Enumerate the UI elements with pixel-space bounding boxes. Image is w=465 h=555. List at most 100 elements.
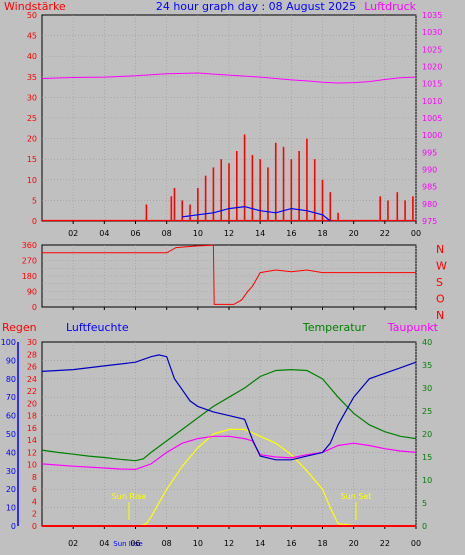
- p1-xtick-label: 00: [411, 229, 421, 238]
- p3-ytick-temp: 35: [422, 361, 432, 370]
- p1-ytick-right: 990: [422, 166, 437, 175]
- dewpoint-line: [41, 435, 417, 471]
- temperature-line: [41, 368, 417, 462]
- p2-ytick-left: 180: [22, 272, 37, 281]
- header-left-label: Windstärke: [4, 0, 66, 13]
- p2-compass-label: O: [436, 293, 445, 306]
- p3-ytick-humidity: 40: [6, 448, 16, 457]
- p1-ytick-right: 1005: [422, 114, 442, 123]
- p3-ytick-rain: 16: [27, 424, 37, 433]
- p1-xtick-label: 10: [193, 229, 203, 238]
- p1-ytick-left: 15: [27, 155, 37, 164]
- p3-ytick-humidity: 30: [6, 467, 16, 476]
- p1-ytick-left: 10: [27, 176, 37, 185]
- p2-ytick-left: 270: [22, 257, 37, 266]
- p1-ytick-right: 995: [422, 148, 437, 157]
- p3-xtick-label: 20: [349, 539, 359, 548]
- p2-ytick-left: 90: [27, 288, 37, 297]
- p3-ytick-rain: 14: [27, 436, 37, 445]
- p1-ytick-left: 40: [27, 52, 37, 61]
- p3-ytick-humidity: 10: [6, 504, 16, 513]
- p3-xtick-label: 06: [130, 539, 140, 548]
- p3-ytick-rain: 6: [32, 485, 37, 494]
- p1-ytick-right: 1010: [422, 97, 442, 106]
- humidity-line: [41, 354, 417, 461]
- p3-ytick-humidity: 20: [6, 485, 16, 494]
- wind-direction-line: [42, 244, 416, 305]
- p1-ytick-right: 980: [422, 200, 437, 209]
- sunset-label: Sun Set: [341, 492, 372, 501]
- solar-line: [42, 428, 416, 527]
- p3-ytick-rain: 24: [27, 375, 37, 384]
- p3-ytick-temp: 10: [422, 476, 432, 485]
- p3-ytick-temp: 25: [422, 407, 432, 416]
- p3-xtick-label: 08: [162, 539, 172, 548]
- p3-xtick-label: 00: [411, 539, 421, 548]
- p1-ytick-right: 1000: [422, 131, 442, 140]
- p3-ytick-rain: 2: [32, 510, 37, 519]
- p3-xtick-label: 10: [193, 539, 203, 548]
- p2-ytick-left: 0: [32, 303, 37, 312]
- p3-xtick-label: 14: [255, 539, 265, 548]
- p1-ytick-left: 50: [27, 11, 37, 20]
- p3-ytick-rain: 10: [27, 461, 37, 470]
- p3-xtick-label: 12: [224, 539, 234, 548]
- p3-ytick-humidity: 50: [6, 430, 16, 439]
- p1-xtick-label: 02: [68, 229, 78, 238]
- p1-ytick-right: 1030: [422, 28, 442, 37]
- humidity-label: Luftfeuchte: [66, 321, 129, 334]
- header-right-label: Luftdruck: [364, 0, 416, 13]
- p3-ytick-rain: 28: [27, 350, 37, 359]
- p1-ytick-right: 1020: [422, 63, 442, 72]
- p3-ytick-humidity: 100: [1, 338, 16, 347]
- p1-xtick-label: 20: [349, 229, 359, 238]
- p1-xtick-label: 14: [255, 229, 265, 238]
- p3-ytick-rain: 12: [27, 448, 37, 457]
- p3-xtick-label: 02: [68, 539, 78, 548]
- p3-ytick-humidity: 0: [11, 522, 16, 531]
- p1-ytick-left: 25: [27, 114, 37, 123]
- p3-ytick-rain: 4: [32, 497, 37, 506]
- p1-xtick-label: 22: [380, 229, 390, 238]
- p3-ytick-temp: 20: [422, 430, 432, 439]
- p2-compass-label: N: [436, 243, 444, 256]
- p1-ytick-right: 1015: [422, 80, 442, 89]
- p3-ytick-rain: 30: [27, 338, 37, 347]
- p2-compass-label: S: [436, 276, 443, 289]
- p1-xtick-label: 16: [286, 229, 296, 238]
- p1-ytick-right: 985: [422, 183, 437, 192]
- p1-ytick-left: 0: [32, 217, 37, 226]
- p3-ytick-temp: 40: [422, 338, 432, 347]
- p3-xtick-label: 04: [99, 539, 109, 548]
- p3-ytick-humidity: 90: [6, 356, 16, 365]
- dewpoint-label: Taupunkt: [387, 321, 439, 334]
- p3-ytick-humidity: 60: [6, 412, 16, 421]
- p1-xtick-label: 04: [99, 229, 109, 238]
- pressure-line: [41, 72, 417, 84]
- p3-ytick-temp: 15: [422, 453, 432, 462]
- p2-compass-label: N: [436, 309, 444, 322]
- p3-ytick-humidity: 70: [6, 393, 16, 402]
- p1-xtick-label: 08: [162, 229, 172, 238]
- p1-ytick-right: 1035: [422, 11, 442, 20]
- p3-ytick-temp: 0: [422, 522, 427, 531]
- temperature-label: Temperatur: [302, 321, 367, 334]
- sunrise-axis-tag: Sun Ilise: [113, 540, 142, 548]
- p1-ytick-left: 5: [32, 196, 37, 205]
- p3-ytick-humidity: 80: [6, 375, 16, 384]
- p3-ytick-temp: 5: [422, 499, 427, 508]
- p2-ytick-left: 360: [22, 241, 37, 250]
- chart-title: 24 hour graph day : 08 August 2025: [156, 0, 356, 13]
- p3-xtick-label: 22: [380, 539, 390, 548]
- p3-ytick-rain: 0: [32, 522, 37, 531]
- p1-ytick-left: 20: [27, 135, 37, 144]
- p1-xtick-label: 06: [130, 229, 140, 238]
- p1-ytick-right: 1025: [422, 45, 442, 54]
- p1-ytick-left: 35: [27, 73, 37, 82]
- p3-ytick-rain: 26: [27, 363, 37, 372]
- p1-xtick-label: 12: [224, 229, 234, 238]
- wind-pressure-panel: 0510152025303540455097598098599099510001…: [27, 11, 443, 238]
